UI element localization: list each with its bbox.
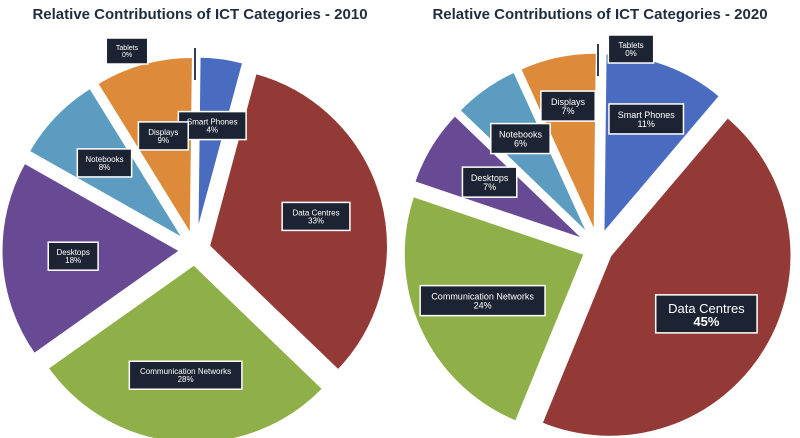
- label-category-displays: Displays: [148, 128, 178, 137]
- label-box-displays: [540, 90, 596, 122]
- label-category-data-centres: Data Centres: [292, 208, 339, 217]
- label-category-notebooks: Notebooks: [85, 155, 123, 164]
- pie-slice-data-centres: [538, 114, 794, 438]
- chart-2010: Relative Contributions of ICT Categories…: [0, 6, 390, 438]
- label-value-desktops: 7%: [483, 182, 496, 192]
- label-box-displays: [137, 121, 190, 151]
- pie-slice-smart-phones: [195, 54, 246, 237]
- chart-title-2020: Relative Contributions of ICT Categories…: [432, 6, 768, 23]
- label-category-communication-networks: Communication Networks: [140, 367, 231, 376]
- label-category-desktops: Desktops: [471, 173, 509, 183]
- label-category-tablets: Tablets: [618, 41, 643, 50]
- label-box-tablets: [105, 37, 149, 65]
- label-value-smart-phones: 4%: [206, 126, 218, 135]
- label-box-notebooks: [76, 148, 133, 178]
- label-box-desktops: [47, 241, 99, 271]
- label-category-smart-phones: Smart Phones: [618, 110, 676, 120]
- label-value-notebooks: 8%: [99, 163, 111, 172]
- label-box-data-centres: [654, 294, 758, 334]
- pie-slice-communication-networks: [44, 262, 326, 438]
- label-value-data-centres: 45%: [693, 314, 719, 329]
- label-value-displays: 7%: [562, 106, 575, 116]
- chart-2020: Relative Contributions of ICT Categories…: [400, 0, 800, 438]
- label-value-tablets: 0%: [122, 52, 132, 59]
- label-box-communication-networks: [419, 284, 546, 317]
- label-box-data-centres: [281, 201, 351, 232]
- label-category-tablets: Tablets: [116, 45, 139, 52]
- label-category-notebooks: Notebooks: [499, 130, 543, 140]
- chart-title-2010: Relative Contributions of ICT Categories…: [32, 6, 368, 23]
- label-value-communication-networks: 24%: [474, 301, 492, 311]
- label-category-smart-phones: Smart Phones: [187, 118, 238, 127]
- label-box-desktops: [461, 166, 518, 198]
- label-box-smart-phones: [608, 103, 685, 135]
- label-value-smart-phones: 11%: [638, 119, 655, 129]
- label-box-tablets: [607, 34, 655, 64]
- label-category-displays: Displays: [551, 97, 586, 107]
- label-value-desktops: 18%: [65, 256, 81, 265]
- label-box-smart-phones: [177, 110, 247, 141]
- label-value-notebooks: 6%: [514, 139, 527, 149]
- label-value-communication-networks: 28%: [178, 375, 194, 384]
- label-category-communication-networks: Communication Networks: [431, 292, 534, 302]
- label-category-data-centres: Data Centres: [668, 301, 745, 316]
- label-box-notebooks: [490, 122, 551, 155]
- label-value-displays: 9%: [158, 136, 170, 145]
- label-value-tablets: 0%: [625, 49, 637, 58]
- label-box-communication-networks: [128, 360, 243, 390]
- label-value-data-centres: 33%: [308, 216, 324, 225]
- label-category-desktops: Desktops: [56, 248, 89, 257]
